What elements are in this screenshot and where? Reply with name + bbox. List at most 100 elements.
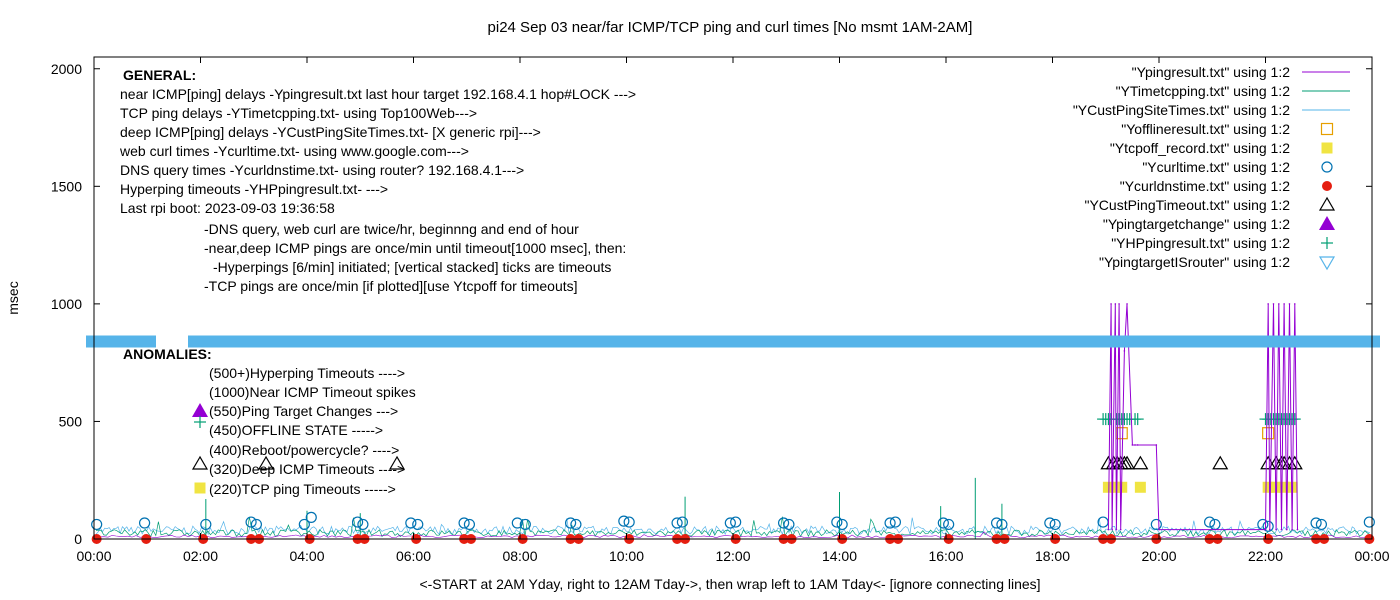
series-1-point (357, 518, 369, 531)
annotation-anomaly: (220)TCP ping Timeouts -----> (209, 481, 396, 497)
series-1-point (676, 516, 689, 528)
annotation-general: near ICMP[ping] delays -Ypingresult.txt … (120, 86, 636, 102)
annotation-anomaly: (500+)Hyperping Timeouts ----> (209, 365, 405, 381)
key-deep-icmp-timeout (388, 455, 406, 470)
series-6-point (1268, 528, 1271, 531)
annotation-general: GENERAL: (123, 67, 196, 83)
series-6-point (1283, 303, 1285, 305)
band-wedge (188, 335, 1380, 348)
annotation-anomaly: ANOMALIES: (123, 346, 212, 362)
chart-title: pi24 Sep 03 near/far ICMP/TCP ping and c… (488, 19, 973, 36)
series-1-point (996, 518, 1008, 531)
x-tick-label: 08:00 (502, 548, 537, 564)
y-tick-label: 2000 (51, 61, 82, 77)
series-6-point (1296, 528, 1299, 531)
series-1-point (623, 516, 635, 528)
series-6-point (1280, 528, 1283, 531)
annotation-anomaly: (400)Reboot/powercycle? ----> (209, 442, 399, 458)
series-6-point (1293, 303, 1296, 305)
series-2-point (1119, 455, 1136, 470)
legend-marker (1321, 161, 1333, 173)
annotation-general: TCP ping delays -YTimetcpping.txt- using… (120, 105, 477, 121)
x-tick-label: 16:00 (928, 548, 963, 564)
series-1-point (671, 517, 683, 529)
series-1-point (1203, 516, 1216, 528)
series-1-point (618, 515, 630, 527)
annotation-anomaly: (1000)Near ICMP Timeout spikes (209, 384, 416, 400)
series-1-point (1044, 517, 1056, 529)
annotations: GENERAL: near ICMP[ping] delays -Ypingres… (119, 67, 636, 497)
series-3-point (1134, 481, 1146, 493)
series-1-point (836, 518, 848, 531)
series-1-point (1363, 516, 1375, 528)
series-6-point (1291, 528, 1293, 531)
legend-label: "YTimetcpping.txt" using 1:2 (1116, 83, 1291, 99)
series-1-point (724, 517, 736, 529)
x-tick-label: 14:00 (822, 548, 857, 564)
series-1-point (200, 518, 212, 531)
key-deep-icmp-timeout (257, 455, 275, 470)
annotation-general: -TCP pings are once/min [if plotted][use… (204, 278, 578, 294)
series-6-point (1118, 303, 1120, 305)
series-4-point (1262, 427, 1275, 440)
legend-label: "Yofflineresult.txt" using 1:2 (1121, 121, 1290, 137)
series-6-point (1136, 444, 1139, 446)
annotation-general: -DNS query, web curl are twice/hr, begin… (204, 221, 579, 237)
series-6-point (1278, 303, 1280, 305)
series-1-point (889, 516, 902, 528)
legend-label: "Ypingtargetchange" using 1:2 (1103, 216, 1290, 232)
legend-marker (1321, 142, 1333, 154)
y-tick-label: 1500 (51, 178, 82, 194)
legend-marker (1321, 237, 1333, 249)
series-3-point (1262, 481, 1274, 493)
series-1-point (91, 518, 103, 531)
legend-marker (1320, 122, 1334, 136)
series-6-point (1264, 528, 1267, 531)
y-axis-label: msec (5, 281, 21, 314)
series-6-point (1158, 528, 1160, 531)
legend-marker (1322, 181, 1332, 191)
series-1-point (783, 518, 795, 531)
annotation-general: -near,deep ICMP pings are once/min until… (204, 240, 626, 256)
annotation-anomaly: (450)OFFLINE STATE -----> (209, 422, 383, 438)
legend-label: "Ycurldnstime.txt" using 1:2 (1120, 178, 1290, 194)
x-tick-label: 00:00 (76, 548, 111, 564)
series-1-point (943, 518, 955, 531)
series-1-point (1150, 518, 1162, 531)
annotation-general: Hyperping timeouts -YHPpingresult.txt- -… (120, 181, 388, 197)
annotation-general: DNS query times -Ycurldnstime.txt- using… (120, 162, 524, 178)
series-1-point (511, 517, 523, 529)
series-6-point (1119, 528, 1122, 531)
y-tick-label: 0 (74, 531, 82, 547)
separator-band (86, 334, 1380, 349)
annotation-anomaly: (550)Ping Target Changes ---> (209, 403, 398, 419)
legend-label: "Ycurltime.txt" using 1:2 (1142, 159, 1290, 175)
series-1-point (1262, 520, 1274, 532)
x-tick-label: 12:00 (715, 548, 750, 564)
series-6-point (1111, 528, 1113, 531)
y-tick-label: 500 (59, 413, 83, 429)
legend-marker (1319, 216, 1335, 230)
legend-label: "YpingtargetISrouter" using 1:2 (1099, 254, 1290, 270)
series-1-point (1310, 517, 1322, 529)
legend-marker (1318, 256, 1336, 271)
series-3-point (1278, 481, 1290, 493)
series-1-point (138, 517, 151, 529)
series-6-point (1107, 528, 1110, 531)
series-1-point (412, 518, 424, 531)
key-tcp-timeout (194, 482, 206, 494)
series-1-point (730, 516, 742, 528)
annotation-general: deep ICMP[ping] delays -YCustPingSiteTim… (120, 124, 541, 140)
annotation-anomaly: (320)Deep ICMP Timeouts ----> (209, 461, 405, 477)
x-tick-label: 18:00 (1035, 548, 1070, 564)
legend-label: "YCustPingSiteTimes.txt" using 1:2 (1073, 102, 1290, 118)
series-2-point (1260, 455, 1277, 470)
band-gap (156, 334, 188, 349)
series-6-point (1134, 444, 1136, 446)
series-1-point (519, 518, 531, 531)
series-6-point (1115, 528, 1118, 531)
series-6-point (1114, 303, 1117, 305)
annotation-general: -Hyperpings [6/min] initiated; [vertical… (213, 259, 611, 275)
x-tick-label: 06:00 (396, 548, 431, 564)
